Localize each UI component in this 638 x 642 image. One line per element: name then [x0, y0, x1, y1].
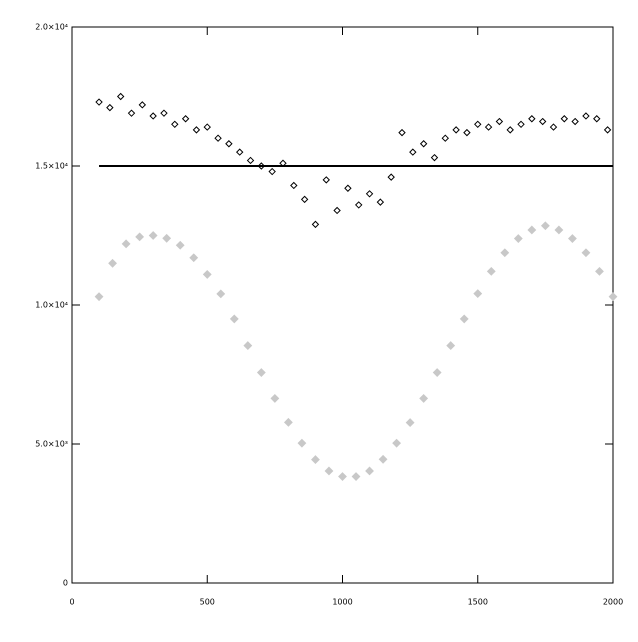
- point: [351, 472, 361, 481]
- point: [608, 292, 618, 302]
- point: [582, 112, 590, 120]
- x-tick-label: 0: [69, 598, 74, 607]
- point: [149, 112, 157, 120]
- y-tick-label: 0: [63, 579, 68, 588]
- point: [506, 126, 514, 134]
- point: [419, 140, 428, 148]
- point: [214, 134, 222, 142]
- point: [283, 417, 293, 427]
- point: [192, 126, 201, 134]
- point: [452, 126, 460, 134]
- point: [419, 393, 429, 403]
- point: [324, 466, 334, 476]
- point: [378, 454, 388, 464]
- point: [138, 101, 147, 109]
- point: [549, 123, 558, 131]
- point: [593, 115, 601, 123]
- point: [127, 109, 136, 117]
- point: [432, 368, 442, 377]
- point: [474, 120, 482, 129]
- point: [387, 173, 395, 181]
- y-tick-label: 2.0×10⁴: [35, 23, 68, 32]
- point: [568, 234, 577, 243]
- point: [94, 292, 104, 302]
- point: [355, 201, 363, 209]
- point: [365, 466, 374, 476]
- point: [225, 140, 233, 148]
- point: [603, 126, 612, 134]
- point: [398, 128, 406, 137]
- x-tick-label: 1500: [468, 598, 488, 607]
- point: [500, 248, 510, 258]
- point: [333, 206, 341, 215]
- point: [376, 198, 385, 206]
- point: [338, 472, 347, 481]
- point: [322, 176, 330, 184]
- y-tick-label: 1.0×10⁴: [35, 301, 68, 310]
- point: [311, 455, 320, 464]
- point: [297, 438, 307, 448]
- point: [528, 115, 536, 123]
- point: [560, 115, 569, 123]
- y-tick-label: 5.0×10³: [35, 440, 68, 449]
- y-tick-label: 1.5×10⁴: [35, 162, 68, 171]
- point: [392, 438, 402, 448]
- point: [513, 234, 523, 243]
- point: [229, 314, 239, 324]
- x-tick-label: 500: [200, 598, 215, 607]
- point: [538, 117, 547, 126]
- point: [243, 341, 253, 351]
- point: [300, 195, 309, 204]
- point: [246, 156, 255, 165]
- point: [311, 220, 320, 229]
- point: [256, 368, 266, 377]
- point: [203, 123, 211, 131]
- point: [108, 258, 117, 268]
- point: [595, 266, 604, 276]
- point: [189, 253, 199, 263]
- point: [162, 233, 172, 243]
- point: [484, 123, 493, 131]
- point: [463, 128, 471, 137]
- point: [148, 231, 158, 240]
- x-tick-label: 2000: [603, 598, 623, 607]
- point: [495, 117, 504, 126]
- point: [216, 289, 226, 299]
- point: [106, 103, 114, 112]
- point: [268, 167, 276, 176]
- point: [571, 117, 579, 126]
- point: [540, 221, 550, 231]
- point: [554, 225, 564, 235]
- point: [202, 270, 212, 279]
- point: [290, 181, 298, 190]
- point: [116, 92, 125, 101]
- point: [409, 148, 417, 156]
- point: [446, 341, 456, 351]
- point: [473, 289, 483, 299]
- point: [160, 109, 168, 117]
- point: [486, 266, 496, 276]
- point: [175, 240, 185, 250]
- point: [405, 418, 415, 428]
- point: [459, 314, 469, 324]
- point: [581, 248, 591, 258]
- point: [365, 190, 374, 198]
- point: [527, 225, 537, 235]
- point: [135, 232, 145, 242]
- plot-frame: [71, 26, 614, 584]
- point: [95, 98, 103, 106]
- point: [236, 148, 244, 156]
- point: [441, 134, 449, 142]
- point: [171, 120, 179, 129]
- point: [517, 120, 525, 129]
- point: [430, 153, 439, 162]
- point: [270, 393, 280, 403]
- point: [344, 184, 352, 192]
- x-tick-label: 1000: [332, 598, 352, 607]
- point: [121, 239, 131, 249]
- point: [181, 115, 190, 123]
